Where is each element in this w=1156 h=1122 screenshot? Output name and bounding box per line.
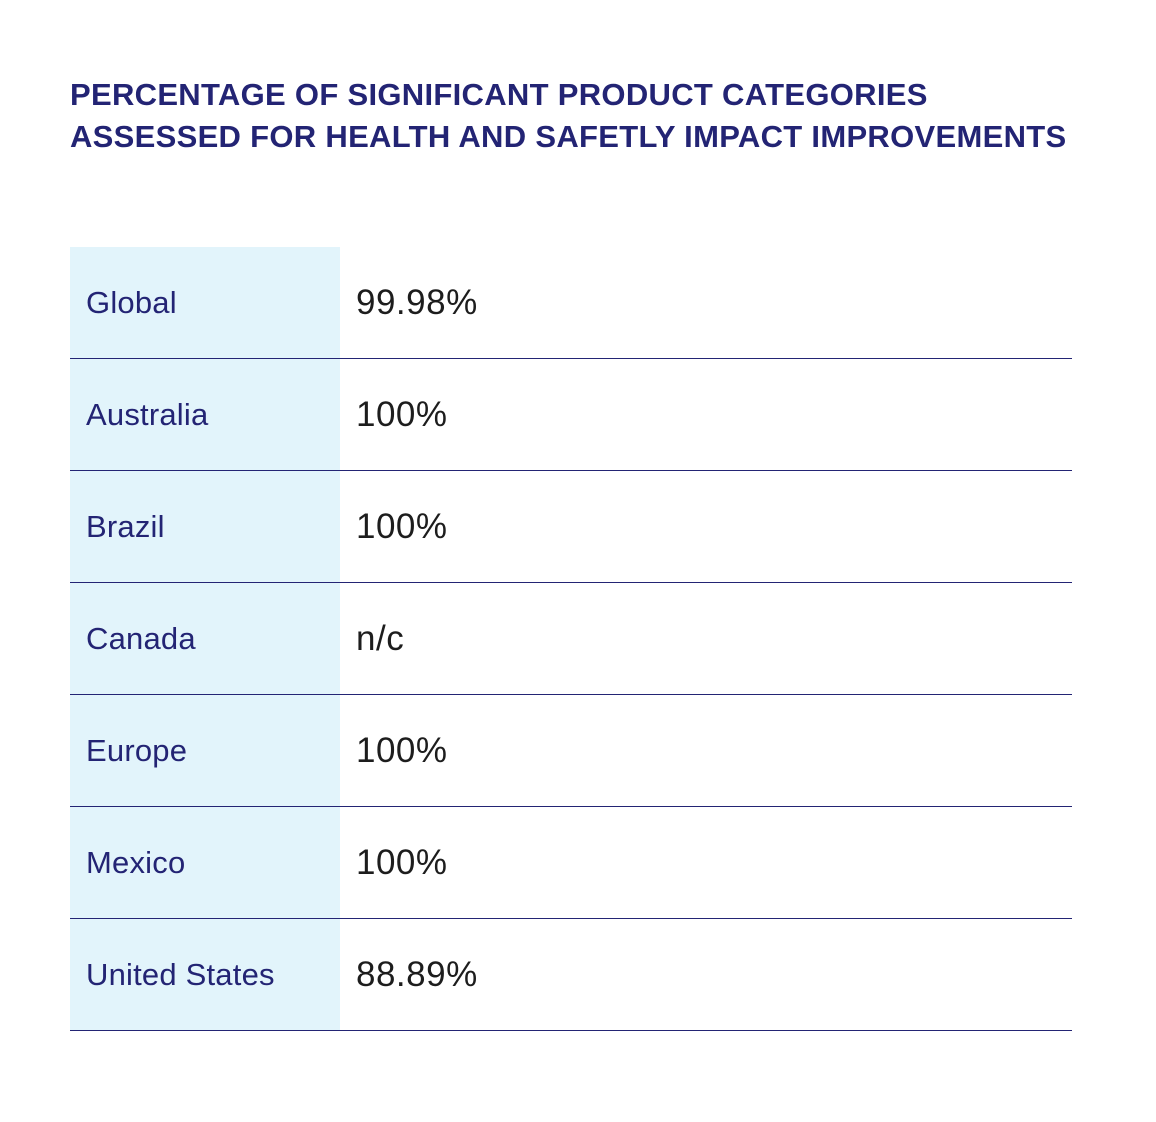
region-label: Global: [70, 247, 340, 358]
table-row: Mexico 100%: [70, 807, 1072, 919]
percentage-value: 99.98%: [356, 282, 478, 322]
region-label: Brazil: [70, 471, 340, 582]
region-label: Canada: [70, 583, 340, 694]
percentage-value: 100%: [356, 394, 448, 434]
table-row: Canada n/c: [70, 583, 1072, 695]
region-label: Mexico: [70, 807, 340, 918]
percentage-value: 88.89%: [356, 954, 478, 994]
table-row: Global 99.98%: [70, 247, 1072, 359]
region-percentage-table: Global 99.98% Australia 100% Brazil 100%…: [70, 247, 1072, 1031]
percentage-value: 100%: [356, 842, 448, 882]
table-row: Australia 100%: [70, 359, 1072, 471]
page-title: PERCENTAGE OF SIGNIFICANT PRODUCT CATEGO…: [70, 77, 1067, 154]
table-row: United States 88.89%: [70, 919, 1072, 1031]
region-label: Europe: [70, 695, 340, 806]
percentage-value: 100%: [356, 730, 448, 770]
region-label: United States: [70, 919, 340, 1030]
percentage-value: n/c: [356, 618, 405, 658]
percentage-value: 100%: [356, 506, 448, 546]
table-row: Europe 100%: [70, 695, 1072, 807]
table-row: Brazil 100%: [70, 471, 1072, 583]
region-label: Australia: [70, 359, 340, 470]
